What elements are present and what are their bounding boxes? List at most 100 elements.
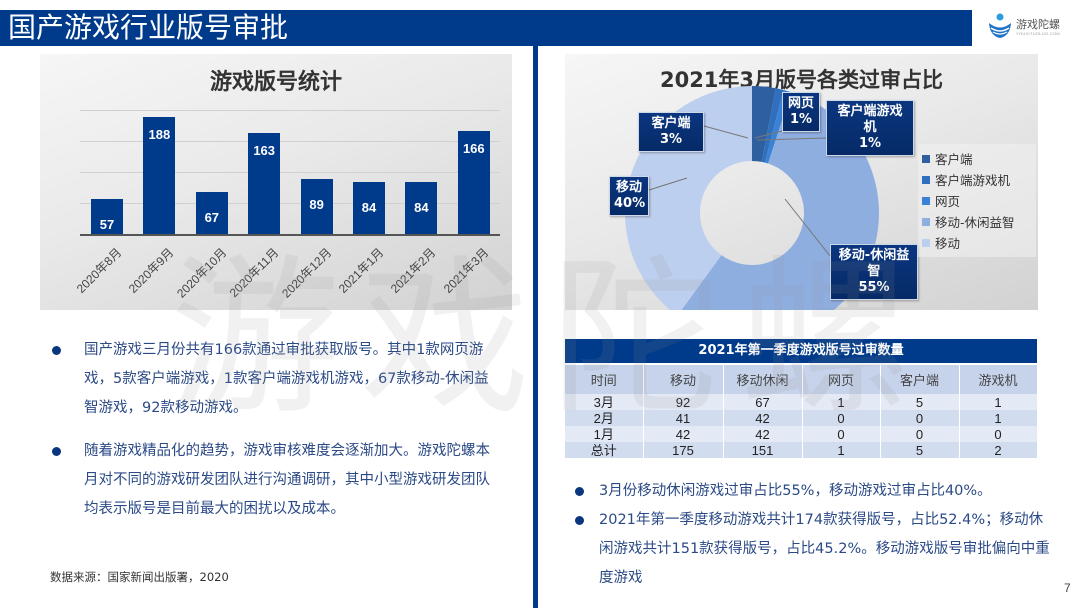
bar-value-label: 89 — [309, 196, 324, 212]
bullet-item: 随着游戏精品化的趋势，游戏审核难度会逐渐加大。游戏陀螺本月对不同的游戏研发团队进… — [50, 437, 500, 524]
logo-text: 游戏陀螺 — [1016, 18, 1060, 31]
bar-value-label: 163 — [253, 142, 276, 158]
left-bullet-list: 国产游戏三月份共有166款通过审批获取版号。其中1款网页游戏，5款客户端游戏，1… — [50, 336, 500, 538]
donut-slice — [761, 88, 784, 163]
bar-value-label: 166 — [462, 141, 485, 157]
callout-mobile: 移动 40% — [609, 176, 649, 216]
legend-label: 客户端 — [935, 152, 973, 167]
table-row: 1月 42 42 0 0 0 — [565, 426, 1038, 442]
bar-value-label: 188 — [148, 127, 171, 143]
bar — [195, 192, 228, 234]
quarterly-table: 2021年第一季度游戏版号过审数量 时间 移动 移动休闲 网页 客户端 游戏机 … — [565, 339, 1038, 458]
bullet-item: 2021年第一季度移动游戏共计174款获得版号，占比52.4%；移动休闲游戏共计… — [575, 506, 1055, 593]
gridline — [80, 141, 500, 142]
table-cell: 151 — [723, 442, 803, 458]
table-cell: 175 — [643, 442, 724, 458]
legend-label: 移动-休闲益智 — [935, 215, 1015, 230]
bullet-dot-icon — [52, 447, 61, 456]
table-cell: 1 — [959, 410, 1038, 426]
legend-swatch-icon — [922, 175, 930, 184]
legend-item: 客户端游戏机 — [922, 169, 1032, 190]
gridline — [80, 203, 500, 204]
table-row: 总计 175 151 1 5 2 — [565, 442, 1038, 458]
table-cell: 1 — [959, 394, 1038, 410]
table-cell: 总计 — [565, 442, 644, 458]
logo-icon — [989, 13, 1011, 38]
bar — [143, 117, 176, 234]
table-cell: 0 — [802, 426, 881, 442]
legend-item: 网页 — [922, 190, 1032, 211]
bar — [405, 181, 438, 234]
callout-client: 客户端 3% — [638, 112, 704, 152]
legend-swatch-icon — [922, 196, 930, 205]
table-row: 3月 92 67 1 5 1 — [565, 394, 1038, 410]
leader-line — [756, 137, 827, 141]
table-row: 2月 41 42 0 0 1 — [565, 410, 1038, 426]
legend-swatch-icon — [922, 217, 930, 226]
table-cell: 42 — [723, 426, 803, 442]
bar-value-label: 57 — [99, 216, 115, 232]
table-cell: 42 — [723, 410, 803, 426]
bullet-item: 国产游戏三月份共有166款通过审批获取版号。其中1款网页游戏，5款客户端游戏，1… — [50, 336, 500, 423]
callout-mobile-casual: 移动-休闲益智 55% — [830, 244, 918, 300]
bullet-dot-icon — [52, 346, 61, 355]
logo-subtext: YOUXITUOLUO.COM — [1016, 31, 1061, 36]
legend-item: 移动-休闲益智 — [922, 211, 1032, 232]
legend-item: 移动 — [922, 232, 1032, 253]
legend-swatch-icon — [922, 238, 930, 247]
column-header: 移动休闲 — [723, 363, 803, 394]
donut-chart-panel: 2021年3月版号各类过审占比 客户端 3% 网页 1% 客户端游戏机 1% 移动 40… — [565, 54, 1038, 310]
callout-client-console: 客户端游戏机 1% — [826, 100, 914, 156]
table-cell: 3月 — [565, 394, 644, 410]
header-bar — [0, 10, 972, 46]
bar-value-label: 84 — [414, 199, 429, 215]
gridline — [80, 110, 500, 111]
bar — [353, 181, 385, 234]
table-cell: 0 — [802, 410, 881, 426]
table-cell: 2月 — [565, 410, 644, 426]
donut-legend: 客户端客户端游戏机 网页移动-休闲益智 移动 — [918, 144, 1036, 257]
table-title: 2021年第一季度游戏版号过审数量 — [565, 339, 1037, 363]
donut-slice — [752, 86, 776, 162]
legend-swatch-icon — [922, 154, 930, 163]
table-cell: 2 — [959, 442, 1038, 458]
gridline — [80, 172, 500, 173]
bar — [91, 198, 123, 234]
leader-line — [703, 125, 749, 139]
column-header: 时间 — [565, 363, 644, 394]
legend-label: 移动 — [935, 236, 961, 251]
table-cell: 0 — [880, 410, 960, 426]
table-cell: 5 — [880, 442, 960, 458]
vertical-divider — [533, 46, 538, 608]
legend-item: 客户端 — [922, 148, 1032, 169]
leader-line — [648, 177, 688, 191]
column-header: 客户端 — [880, 363, 960, 394]
table-cell: 0 — [959, 426, 1038, 442]
table-cell: 0 — [880, 426, 960, 442]
page-title: 国产游戏行业版号审批 — [8, 11, 289, 44]
table-header-row: 时间 移动 移动休闲 网页 客户端 游戏机 — [565, 363, 1038, 394]
bar-value-label: 84 — [361, 199, 377, 215]
x-axis-line — [80, 234, 500, 236]
table-cell: 5 — [880, 394, 960, 410]
bar — [248, 132, 281, 234]
bar — [457, 131, 490, 234]
table-cell: 1 — [802, 394, 881, 410]
bullet-dot-icon — [575, 516, 584, 525]
table-cell: 67 — [723, 394, 803, 410]
data-source-note: 数据来源：国家新闻出版署，2020 — [50, 570, 229, 584]
right-bullet-list: 3月份移动休闲游戏过审占比55%，移动游戏过审占比40%。 2021年第一季度移… — [575, 477, 1055, 593]
table-cell: 1 — [802, 442, 881, 458]
column-header: 游戏机 — [959, 363, 1038, 394]
leader-line — [784, 198, 831, 257]
callout-web: 网页 1% — [782, 92, 820, 132]
bar-chart-title: 游戏版号统计 — [209, 70, 342, 95]
bullet-dot-icon — [575, 487, 584, 496]
table-cell: 1月 — [565, 426, 644, 442]
bar — [300, 178, 333, 234]
column-header: 移动 — [643, 363, 724, 394]
column-header: 网页 — [802, 363, 881, 394]
bar-value-label: 67 — [204, 210, 220, 226]
page-number: 7 — [1064, 581, 1071, 595]
table-cell: 42 — [643, 426, 724, 442]
